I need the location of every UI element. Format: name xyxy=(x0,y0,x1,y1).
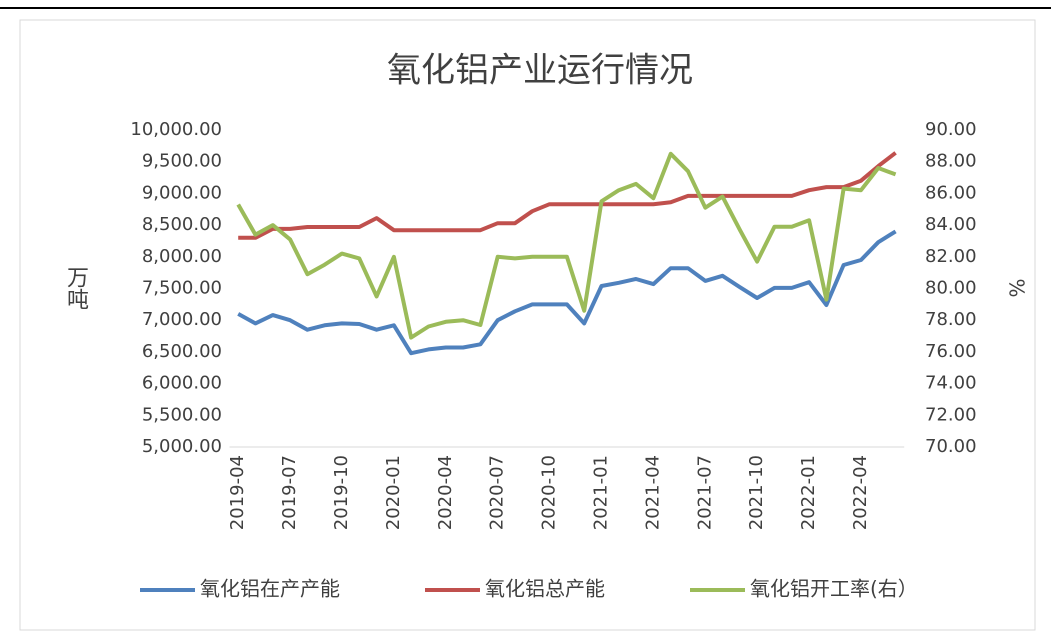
y-tick-label: 7,000.00 xyxy=(142,309,222,330)
y2-tick-label: 72.00 xyxy=(925,404,977,425)
y2-tick-label: 74.00 xyxy=(925,373,977,394)
series-line xyxy=(238,151,897,240)
series-line xyxy=(236,151,897,340)
x-tick-label: 2022-01 xyxy=(798,455,819,530)
y-tick-label: 7,500.00 xyxy=(142,278,222,299)
x-tick-label: 2019-04 xyxy=(227,455,248,530)
x-tick-label: 2020-10 xyxy=(539,455,560,530)
y-tick-label: 5,000.00 xyxy=(142,436,222,457)
y-tick-label: 9,500.00 xyxy=(142,151,222,172)
x-tick-label: 2019-07 xyxy=(279,455,300,530)
y-axis-label: 万吨 xyxy=(63,266,89,310)
chart-title: 氧化铝产业运行情况 xyxy=(387,51,693,91)
y2-tick-label: 82.00 xyxy=(925,246,977,267)
x-tick-label: 2021-04 xyxy=(642,455,663,530)
x-tick-label: 2021-01 xyxy=(590,455,611,530)
legend-label: 氧化铝开工率(右） xyxy=(750,577,918,601)
y2-tick-label: 86.00 xyxy=(925,182,977,203)
y2-tick-label: 88.00 xyxy=(925,151,977,172)
chart-frame xyxy=(19,19,1036,631)
y-tick-label: 8,500.00 xyxy=(142,214,222,235)
legend-label: 氧化铝在产产能 xyxy=(200,577,340,601)
y-tick-label: 6,500.00 xyxy=(142,341,222,362)
y2-tick-label: 76.00 xyxy=(925,341,977,362)
x-tick-label: 2022-04 xyxy=(850,455,871,530)
y2-tick-label: 70.00 xyxy=(925,436,977,457)
y2-tick-label: 90.00 xyxy=(925,119,977,140)
x-tick-label: 2020-01 xyxy=(383,455,404,530)
series-line xyxy=(237,229,897,356)
y-tick-label: 6,000.00 xyxy=(142,373,222,394)
y2-axis-label: % xyxy=(1005,278,1029,297)
x-tick-label: 2021-07 xyxy=(694,455,715,530)
x-tick-label: 2021-10 xyxy=(746,455,767,530)
y-tick-label: 9,000.00 xyxy=(142,182,222,203)
y2-tick-label: 84.00 xyxy=(925,214,977,235)
y2-tick-label: 78.00 xyxy=(925,309,977,330)
y-tick-label: 5,500.00 xyxy=(142,404,222,425)
x-tick-label: 2020-07 xyxy=(487,455,508,530)
x-tick-label: 2019-10 xyxy=(331,455,352,530)
y-tick-label: 8,000.00 xyxy=(142,246,222,267)
y2-tick-label: 80.00 xyxy=(925,278,977,299)
x-tick-label: 2020-04 xyxy=(435,455,456,530)
legend-label: 氧化铝总产能 xyxy=(485,577,605,601)
y-tick-label: 10,000.00 xyxy=(130,119,222,140)
